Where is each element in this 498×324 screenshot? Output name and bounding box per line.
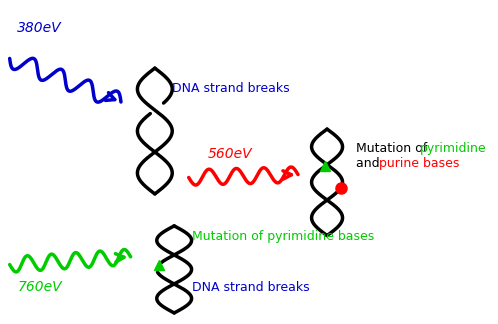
Text: DNA strand breaks: DNA strand breaks <box>172 82 290 95</box>
Text: 560eV: 560eV <box>208 147 252 161</box>
Text: 380eV: 380eV <box>17 21 62 35</box>
Text: Mutation of: Mutation of <box>356 142 431 155</box>
Text: pyrimidine: pyrimidine <box>420 142 487 155</box>
Text: Mutation of pyrimidine bases: Mutation of pyrimidine bases <box>192 230 374 243</box>
Text: purine bases: purine bases <box>379 157 460 170</box>
Text: DNA strand breaks: DNA strand breaks <box>192 281 309 294</box>
Text: 760eV: 760eV <box>17 280 62 294</box>
Text: and: and <box>356 157 384 170</box>
